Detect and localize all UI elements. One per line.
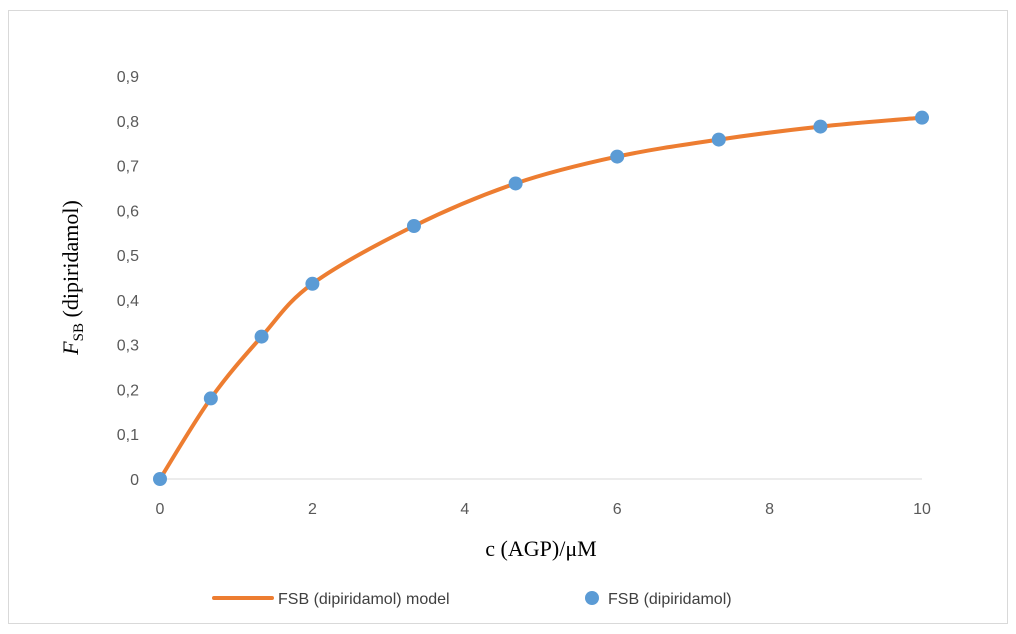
data-points: [153, 110, 929, 486]
y-axis-title-main: F: [58, 341, 83, 356]
y-tick-label: 0,6: [117, 203, 139, 220]
model-series-line: [158, 115, 924, 481]
x-tick-labels: 0 2 4 6 8 10: [156, 501, 931, 518]
data-point: [153, 472, 167, 486]
y-tick-label: 0,9: [117, 69, 139, 86]
x-tick-label: 4: [460, 501, 469, 518]
y-tick-label: 0,8: [117, 114, 139, 131]
legend-label-data: FSB (dipiridamol): [608, 591, 732, 608]
y-tick-label: 0,4: [117, 293, 139, 310]
y-tick-label: 0,2: [117, 382, 139, 399]
x-tick-label: 2: [308, 501, 317, 518]
y-tick-labels: 0 0,1 0,2 0,3 0,4 0,5 0,6 0,7 0,8 0,9: [117, 69, 139, 489]
x-axis-title: c (AGP)/μM: [485, 536, 596, 561]
y-tick-label: 0,5: [117, 248, 139, 265]
x-tick-label: 0: [156, 501, 165, 518]
data-point: [508, 176, 523, 191]
legend-marker-swatch: [585, 591, 599, 605]
data-point: [813, 119, 828, 134]
legend: FSB (dipiridamol) model FSB (dipiridamol…: [212, 591, 732, 608]
chart-frame: [8, 10, 1008, 624]
x-tick-label: 10: [913, 501, 931, 518]
y-tick-label: 0,7: [117, 159, 139, 176]
data-point: [915, 110, 929, 125]
x-tick-label: 8: [765, 501, 774, 518]
y-axis-title: FSB (dipiridamol): [58, 200, 87, 356]
data-point: [610, 149, 625, 164]
y-tick-label: 0,1: [117, 427, 139, 444]
y-axis-title-rest: (dipiridamol): [58, 200, 83, 323]
x-tick-label: 6: [613, 501, 622, 518]
data-point: [305, 276, 320, 291]
data-point: [711, 132, 726, 147]
legend-label-model: FSB (dipiridamol) model: [278, 591, 450, 608]
data-point: [254, 329, 269, 344]
y-tick-label: 0: [130, 472, 139, 489]
y-axis-title-sub: SB: [71, 323, 87, 341]
data-point: [406, 219, 421, 234]
data-point: [203, 391, 218, 406]
y-tick-label: 0,3: [117, 338, 139, 355]
